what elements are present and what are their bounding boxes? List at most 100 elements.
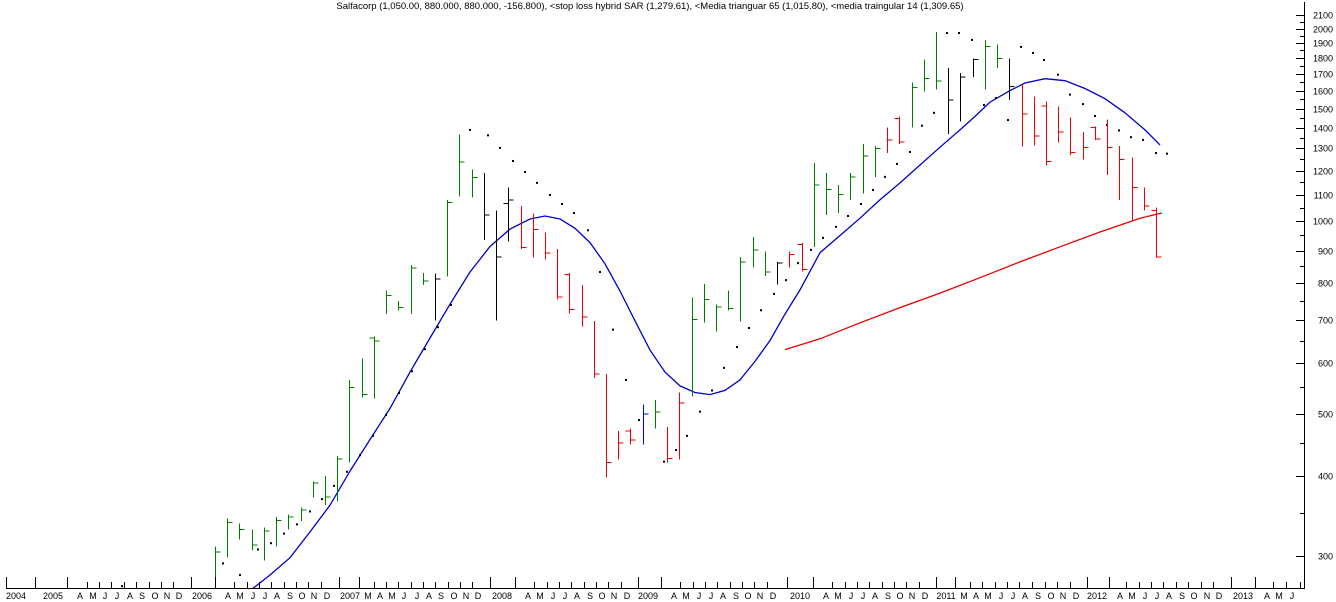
price-bar [753,237,759,268]
x-axis-month-label: A [823,591,829,601]
x-axis-month-label: J [709,591,714,601]
x-axis-month-label: D [1073,591,1080,601]
price-bar [215,546,221,584]
price-bar [496,210,502,321]
sar-dot [785,279,787,282]
x-axis-month-label: J [1155,591,1160,601]
price-bar [625,428,636,445]
y-axis-value: 2100 [1313,11,1333,21]
price-bar [997,44,1003,69]
sar-dot [1043,59,1045,62]
price-bar [643,404,649,445]
price-bar [386,290,392,315]
price-bar [264,527,270,561]
price-bar [227,518,233,558]
x-axis-month-label: J [1290,591,1295,601]
x-axis-month-label: O [1047,591,1054,601]
sar-dot [884,175,886,178]
price-bar [411,264,417,315]
sar-dot [748,327,750,330]
x-axis-month-label: N [1060,591,1067,601]
x-axis-month-label: O [151,591,158,601]
y-axis-value: 2000 [1313,25,1333,35]
price-bar [1107,119,1113,176]
price-bar [252,529,258,551]
price-bar [1058,106,1064,143]
x-axis-year-label: 2011 [936,591,955,601]
x-axis-year-label: 2005 [43,591,63,601]
y-axis-value: 1200 [1313,167,1333,177]
price-bar [423,273,429,285]
sar-dot [346,470,348,473]
x-axis-month-label: D [324,591,331,601]
price-bar [447,199,453,277]
price-bar [564,273,575,314]
price-bar [594,321,600,378]
x-axis-month-label: D [475,591,482,601]
x-axis-month-label: M [984,591,992,601]
price-bar [545,232,551,260]
y-axis-value: 900 [1318,247,1333,257]
sar-dot [675,449,677,452]
x-axis-month-label: J [415,591,420,601]
x-axis-month-label: J [861,591,866,601]
x-axis-month-label: A [1166,591,1172,601]
x-axis-month-label: J [115,591,120,601]
y-axis-value: 300 [1318,552,1333,562]
x-axis-year-label: 2007 [340,591,360,601]
x-axis-month-label: A [525,591,531,601]
x-axis-month-label: A [225,591,231,601]
price-bar [875,146,881,178]
sar-dot [1094,115,1096,118]
x-axis-month-label: A [1117,591,1123,601]
sar-dot [424,348,426,351]
sar-dot [760,309,762,312]
price-bar [349,379,355,463]
x-axis-month-label: A [77,591,83,601]
price-bar [484,172,490,240]
x-axis-month-label: O [1190,591,1197,601]
sar-dot [1142,138,1144,141]
price-bar [704,283,710,323]
sar-dot [1082,103,1084,106]
x-axis-month-label: N [311,591,318,601]
sar-dot [638,419,640,422]
x-axis-month-label: J [1011,591,1016,601]
price-bar [667,426,673,463]
sar-dot [450,303,452,306]
y-axis-value: 1800 [1313,54,1333,64]
x-axis-month-label: A [127,591,133,601]
price-bar [716,304,722,332]
sar-dot [1007,119,1009,122]
x-axis-month-label: J [1143,591,1148,601]
price-bar [337,455,343,502]
x-axis-month-label: J [999,591,1004,601]
sar-dot [296,523,298,526]
x-axis-month-label: D [922,591,929,601]
price-bar [325,475,331,506]
x-axis-month-label: M [960,591,968,601]
sar-dot [1069,93,1071,96]
sar-dot [663,460,665,463]
sar-dot [612,328,614,331]
x-axis-month-label: N [909,591,916,601]
price-bar [850,172,856,200]
y-axis-value: 800 [1318,279,1333,289]
y-axis-value: 1700 [1313,70,1333,80]
sar-dot [921,124,923,127]
price-bar [618,431,624,460]
x-axis-year-label: 2010 [790,591,810,601]
x-axis-month-label: J [251,591,256,601]
sar-dot [536,181,538,184]
price-bar [1070,117,1076,156]
x-axis-year-label: 2013 [1233,591,1253,601]
x-axis-month-label: O [298,591,305,601]
x-axis-month-label: S [438,591,444,601]
price-bar [606,374,612,478]
sar-dot [499,146,501,149]
price-bar [1151,207,1162,258]
sar-dot [958,32,960,35]
price-bar [1041,101,1052,166]
